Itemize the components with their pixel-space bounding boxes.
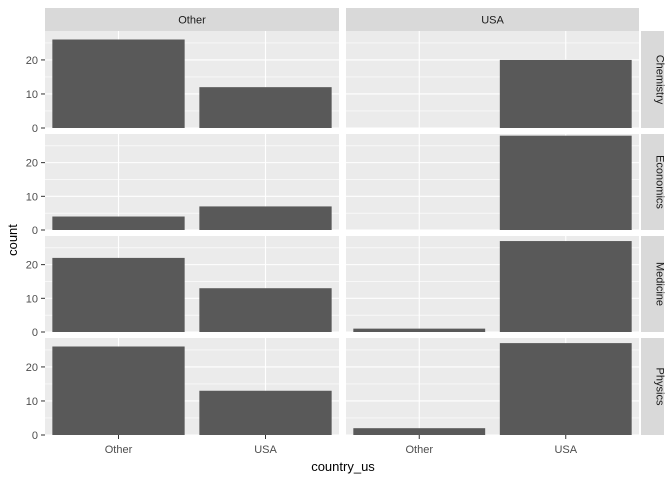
facet-strip-physics [641,338,664,435]
bar-physics-other-other [52,346,185,435]
bar-chemistry-other-usa [199,87,332,128]
y-tick-label: 0 [32,327,38,339]
y-tick-label: 0 [32,430,38,442]
y-tick-label: 10 [26,293,38,305]
y-tick-label: 10 [26,191,38,203]
facet-strip-economics [641,134,664,230]
facet-strip-label-chemistry: Chemistry [654,55,666,105]
bar-physics-usa-usa [499,343,632,435]
facet-strip-label-other: Other [178,15,206,27]
y-axis-title: count [5,224,20,256]
bar-chemistry-usa-usa [499,59,632,128]
x-tick-label-other: Other [105,444,133,456]
facet-strip-medicine [641,236,664,332]
y-tick-label: 20 [26,158,38,170]
y-tick-label: 0 [32,123,38,135]
facet-strip-chemistry [641,31,664,128]
facet-strip-label-usa: USA [481,15,504,27]
x-tick-label-usa: USA [254,444,277,456]
bars [52,39,632,435]
bar-medicine-other-usa [199,288,332,332]
y-tick-label: 0 [32,225,38,237]
facet-strip-label-medicine: Medicine [654,262,666,306]
x-tick-label-usa: USA [554,444,577,456]
x-tick-label-other: Other [405,444,433,456]
y-tick-label: 20 [26,55,38,67]
bar-medicine-usa-other [353,328,486,332]
bar-chemistry-other-other [52,39,185,128]
bar-physics-usa-other [353,428,486,435]
y-tick-label: 20 [26,362,38,374]
bar-economics-usa-usa [499,135,632,230]
y-tick-label: 10 [26,89,38,101]
facet-strips: Other USA Chemistry Economics Medicine Physic… [45,8,666,435]
facet-strip-usa [346,8,639,31]
bar-medicine-other-other [52,257,185,332]
x-axis-title: country_us [311,459,375,474]
axis-ticks: 0 10 20 0 10 20 0 10 20 0 10 20 Other USA Other USA [26,55,578,456]
y-tick-label: 10 [26,396,38,408]
facet-strip-other [45,8,339,31]
bar-physics-other-usa [199,390,332,435]
facet-strip-label-physics: Physics [654,368,666,406]
bar-economics-other-other [52,216,185,230]
y-tick-label: 20 [26,260,38,272]
bar-economics-other-usa [199,206,332,230]
bar-medicine-usa-usa [499,241,632,332]
facet-strip-label-economics: Economics [654,155,666,209]
